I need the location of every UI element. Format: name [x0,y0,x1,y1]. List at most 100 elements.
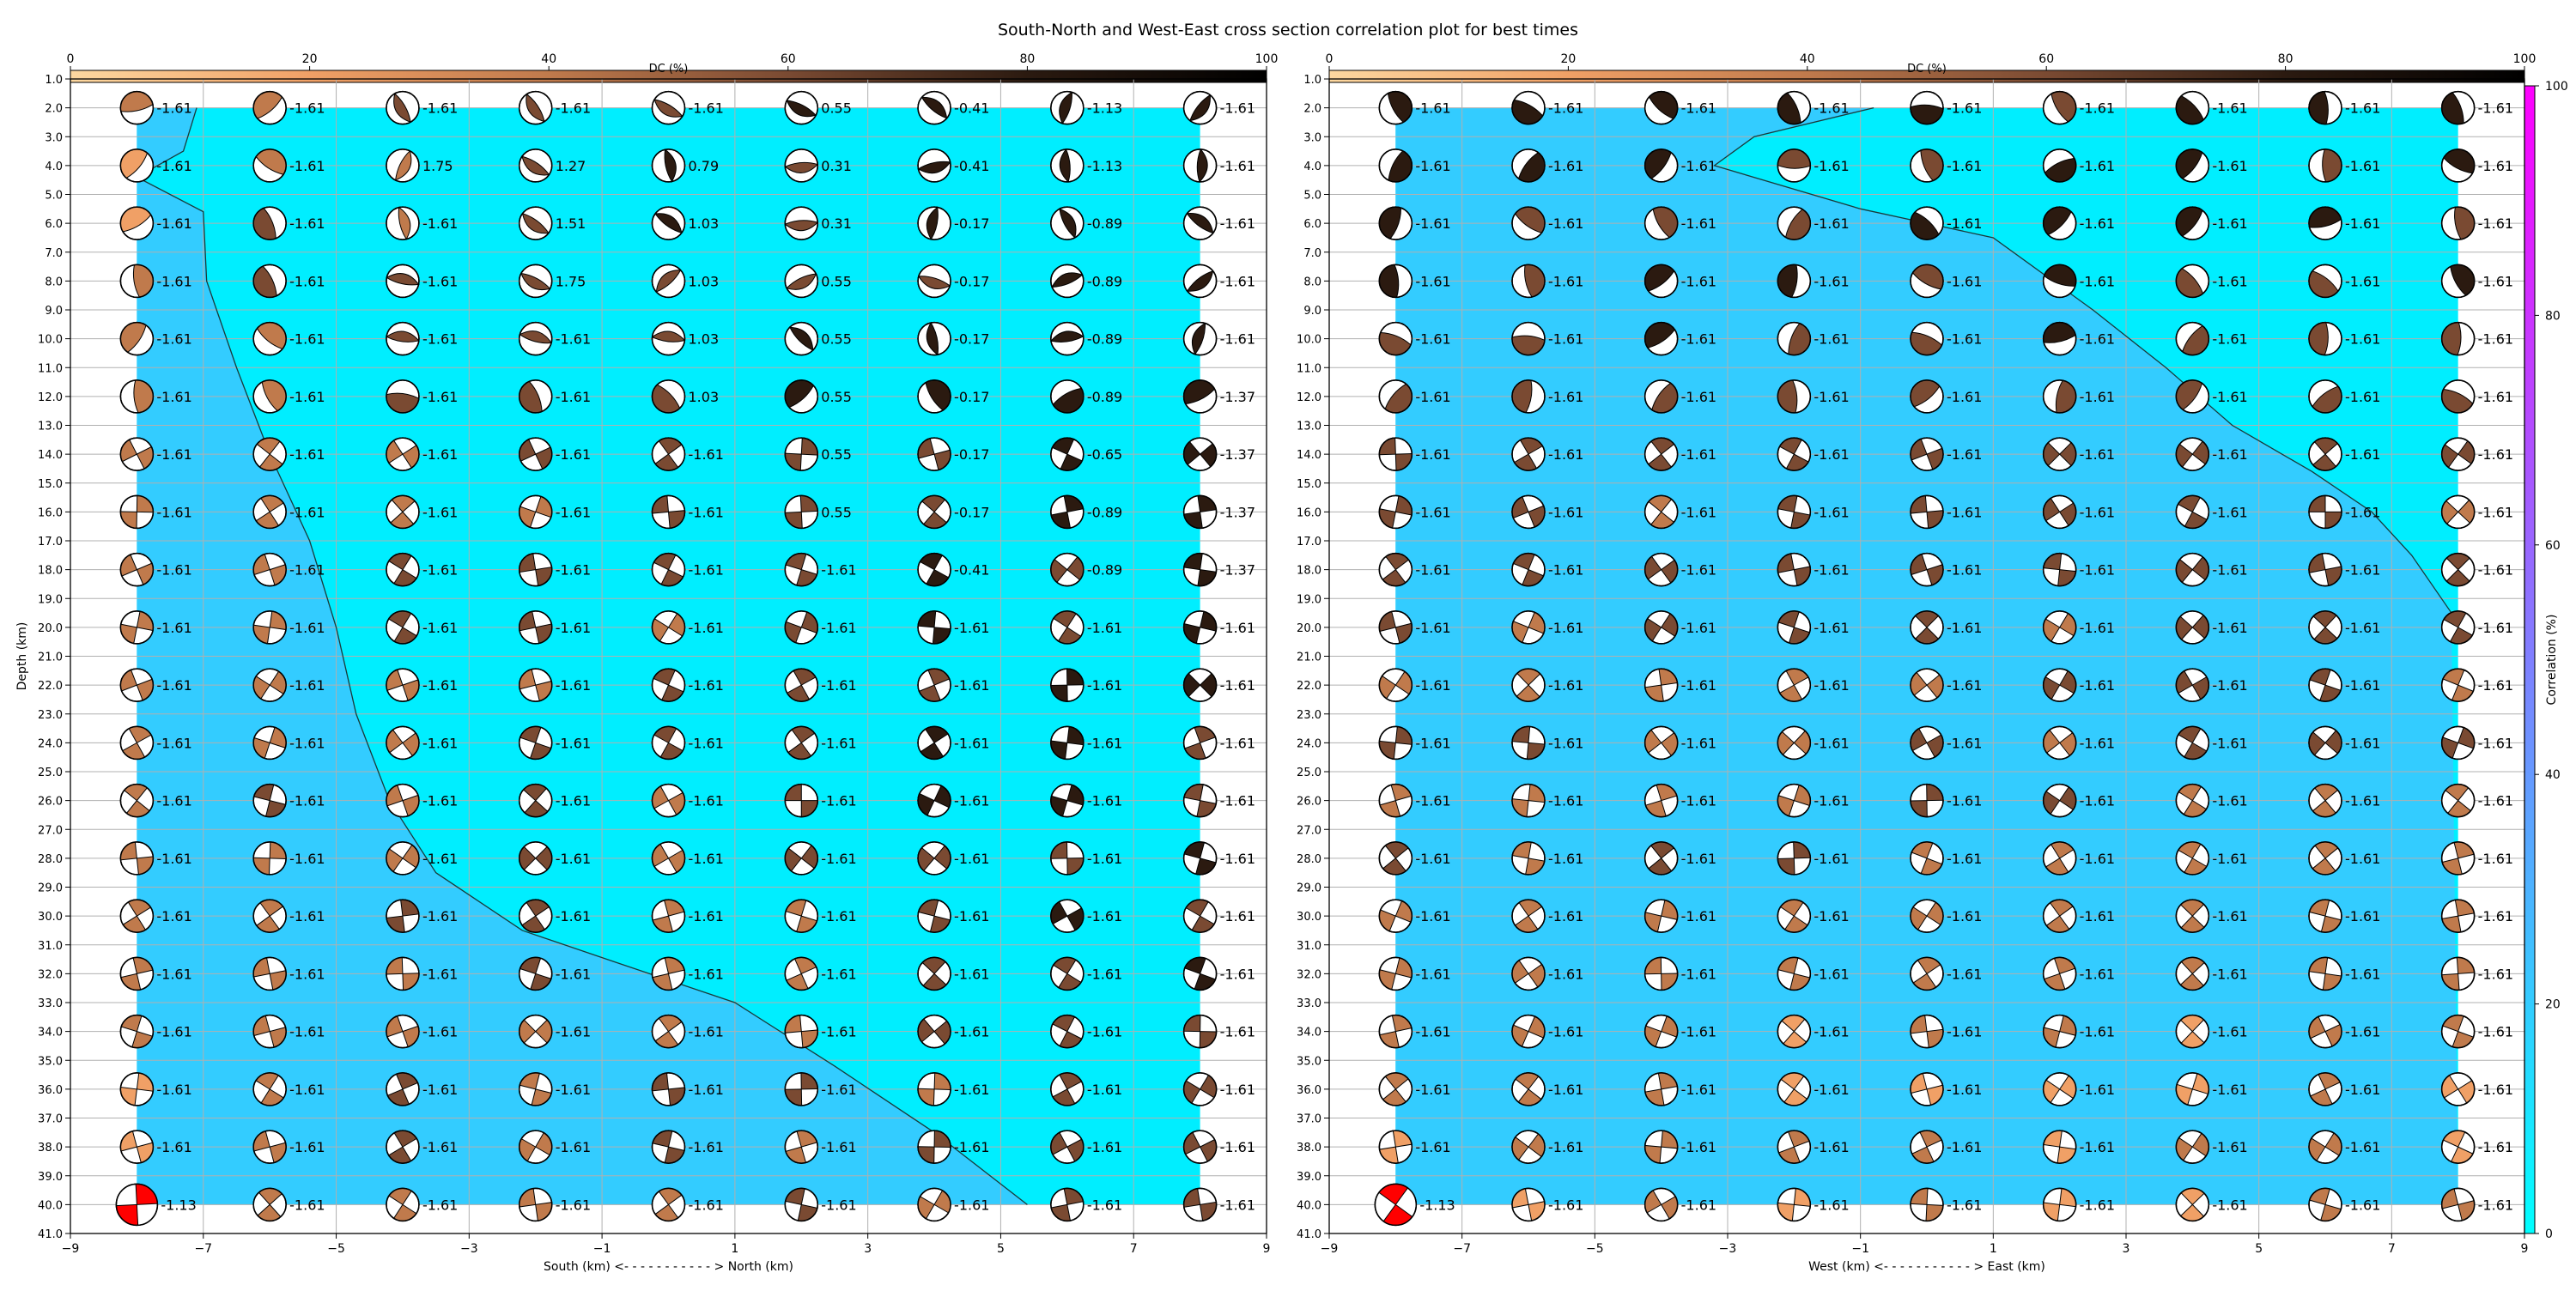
solution-point: -1.61 [651,90,724,125]
correlation-value-label: -1.61 [156,562,191,579]
x-tick-label: −7 [1453,1242,1471,1256]
beach-ball-rim [784,783,819,818]
correlation-value-label: -1.61 [1814,562,1849,579]
solution-point: -1.61 [1511,437,1583,471]
y-tick-label: 20.0 [1297,622,1321,635]
beach-ball-rim [917,841,951,876]
beach-ball-rim [784,379,819,414]
correlation-value-label: -1.61 [2345,620,2380,636]
correlation-value-label: -1.61 [289,735,325,751]
solution-point: -1.61 [2175,379,2248,414]
solution-point: -1.61 [386,1072,458,1106]
correlation-value-label: -1.61 [2080,1197,2115,1213]
correlation-value-label: -1.61 [156,331,191,348]
y-tick-label: 35.0 [38,1055,63,1068]
solution-point: -0.17 [917,437,989,471]
solution-point: -1.61 [1910,321,1982,356]
y-tick-label: 14.0 [38,449,63,462]
correlation-value-label: -1.13 [1419,1197,1455,1213]
correlation-value-label: -1.61 [2345,389,2380,405]
y-tick-label: 14.0 [1297,449,1321,462]
solution-point: -1.61 [252,1072,325,1106]
correlation-value-label: -1.61 [289,100,325,117]
solution-point: -1.61 [651,1072,724,1106]
correlation-value-label: -1.61 [689,851,724,867]
y-tick-label: 34.0 [38,1027,63,1039]
correlation-value-label: -1.61 [422,677,458,694]
beach-ball-rim [1050,956,1084,991]
y-tick-label: 39.0 [1297,1171,1321,1184]
correlation-value-label: -1.61 [1220,677,1255,694]
correlation-value-label: -1.61 [422,1197,458,1213]
beach-ball-rim [119,899,155,933]
correlation-value-label: -1.61 [1814,446,1849,463]
solution-point: -1.61 [2175,1187,2248,1222]
correlation-value-label: -1.61 [954,966,989,982]
solution-point: -1.61 [2042,1014,2115,1049]
x-tick-label: 5 [2255,1242,2263,1256]
correlation-value-label: -1.61 [1548,1197,1583,1213]
correlation-value-label: -1.61 [1087,851,1122,867]
beach-ball-rim [2308,494,2342,530]
correlation-value-label: -1.61 [289,562,325,579]
beach-ball-rim [1910,783,1944,818]
correlation-value-label: -1.61 [422,504,458,520]
correlation-value-label: -1.61 [1415,158,1450,174]
correlation-value-label: -1.61 [1814,389,1849,405]
solution-point: -1.61 [784,610,857,645]
beach-ball-rim [784,264,819,299]
y-tick-label: 39.0 [38,1171,63,1184]
correlation-value-label: -1.61 [2345,273,2380,289]
x-tick-label: −3 [460,1242,478,1256]
solution-point: -1.61 [518,1072,591,1106]
beach-ball-rim [2175,90,2210,125]
correlation-value-label: -1.61 [1814,215,1849,232]
solution-point: -0.65 [1050,437,1122,471]
y-tick-label: 33.0 [1297,997,1321,1010]
solution-point: -0.41 [917,148,989,183]
correlation-value-label: -1.61 [156,1139,191,1155]
beach-ball-rim [784,1187,819,1222]
beach-ball-rim [1643,668,1679,702]
solution-point: -1.61 [784,1130,857,1164]
solution-point: -1.61 [1643,1130,1716,1164]
beach-ball-rim [1910,668,1944,702]
correlation-value-label: 1.03 [689,389,720,405]
beach-ball-rim [651,206,686,240]
beach-ball-rim [1777,264,1812,299]
beach-ball-rim [1910,494,1944,530]
correlation-value-label: -1.61 [156,273,191,289]
solution-point: -1.61 [917,1187,989,1222]
correlation-value-label: -1.61 [556,851,591,867]
beach-ball-rim [2440,148,2476,183]
beach-ball-rim [1378,899,1413,933]
beach-ball-rim [651,148,686,183]
solution-point: -1.61 [252,956,325,991]
correlation-value-label: -1.61 [821,1082,856,1098]
beach-ball-rim [518,783,553,818]
beach-ball-rim [386,206,420,240]
y-tick-label: 37.0 [38,1113,63,1126]
correlation-value-label: -1.61 [556,1197,591,1213]
solution-point: -1.61 [2175,437,2248,471]
beach-ball-rim [119,1130,155,1164]
solution-point: -1.61 [2440,264,2513,299]
correlation-value-label: -1.61 [1681,215,1716,232]
correlation-value-label: -1.61 [156,504,191,520]
beach-ball-rim [1050,206,1084,240]
correlation-value-label: -1.61 [1681,158,1716,174]
correlation-value-label: -1.61 [156,158,191,174]
correlation-value-label: -1.61 [1681,389,1716,405]
correlation-value-label: -1.61 [556,562,591,579]
beach-ball-rim [1643,321,1679,356]
y-tick-label: 7.0 [45,247,63,260]
correlation-value-label: -1.61 [1814,620,1849,636]
solution-point: -1.61 [119,264,192,299]
solution-point: -1.37 [1182,552,1255,587]
solution-point: -1.61 [1182,1130,1255,1164]
solution-point: -1.61 [2175,148,2248,183]
correlation-value-label: -1.61 [2212,1082,2247,1098]
correlation-value-label: -1.61 [1814,793,1849,809]
correlation-value-label: -1.61 [1415,620,1450,636]
correlation-value-label: -1.61 [2478,158,2513,174]
